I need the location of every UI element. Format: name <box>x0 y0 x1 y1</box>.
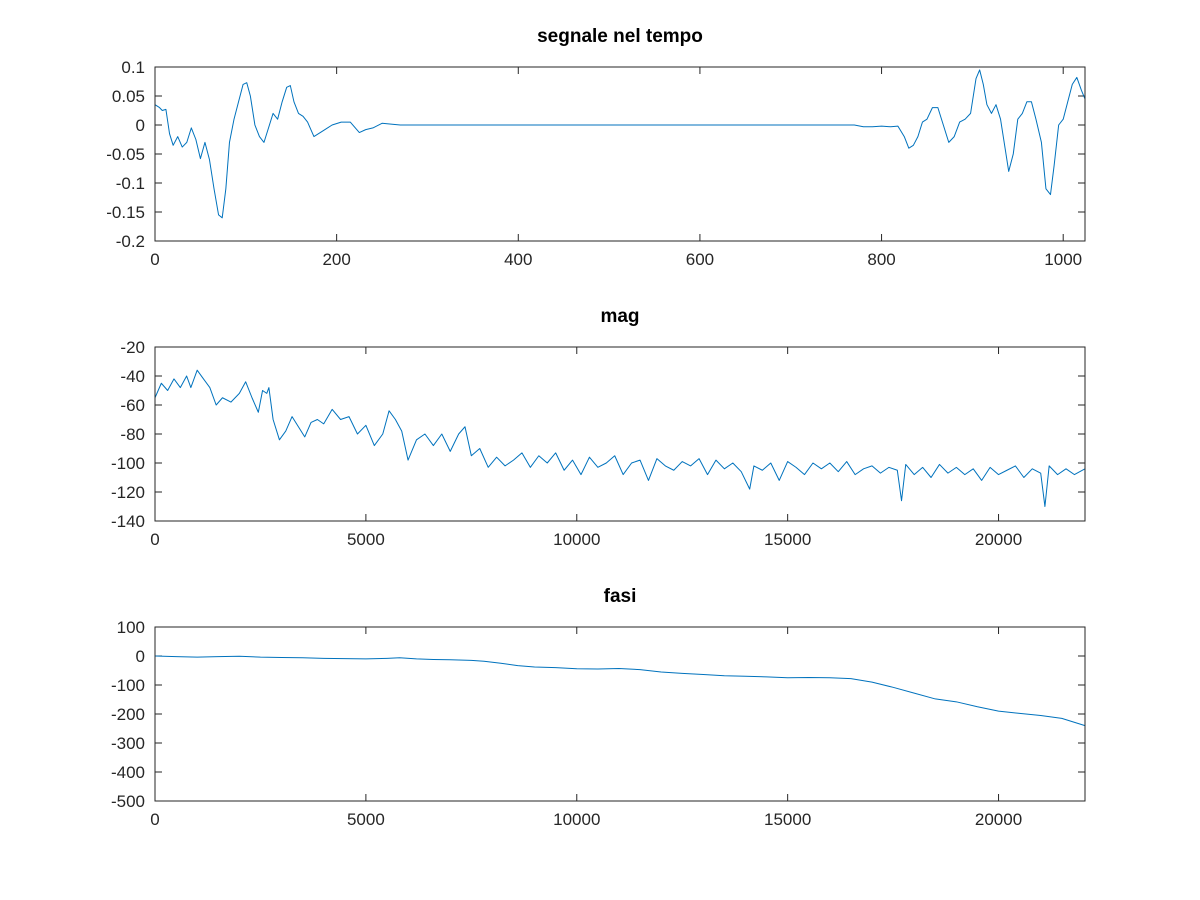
x-tick-label: 1000 <box>1044 250 1082 269</box>
series-line-1 <box>154 369 1086 507</box>
y-tick-label: 0.1 <box>121 58 145 77</box>
axes-frame <box>154 346 1086 522</box>
y-tick-label: -400 <box>111 763 145 782</box>
x-tick-label: 400 <box>504 250 532 269</box>
axes-box <box>154 346 1086 522</box>
y-tick-label: -0.1 <box>116 174 145 193</box>
axes-box <box>154 66 1086 242</box>
series-line-1 <box>154 655 1086 727</box>
y-tick-label: -100 <box>111 454 145 473</box>
y-tick-label: -100 <box>111 676 145 695</box>
y-tick-label: 0 <box>136 647 145 666</box>
x-tick-label: 600 <box>686 250 714 269</box>
subplot-title: fasi <box>604 586 637 607</box>
x-tick-label: 0 <box>150 530 159 549</box>
y-tick-label: 100 <box>117 618 145 637</box>
x-tick-label: 10000 <box>553 530 600 549</box>
subplot-title: mag <box>600 306 639 327</box>
x-tick-label: 10000 <box>553 810 600 829</box>
y-tick-label: -20 <box>120 338 145 357</box>
subplot-phase: fasi 0 5000 10000 15000 20000 100 0 -100 -200 -30… <box>111 586 1086 829</box>
subplot-time-signal: segnale nel tempo 0 200 400 600 800 1000 0.1 0.… <box>106 26 1086 269</box>
y-tick-label: -80 <box>120 425 145 444</box>
subplot-magnitude: mag 0 5000 10000 15000 20000 -20 -40 -60 -80 -100… <box>111 306 1086 549</box>
y-tick-label: -0.2 <box>116 232 145 251</box>
axes-box <box>154 626 1086 802</box>
x-tick-label: 15000 <box>764 530 811 549</box>
y-tick-label: -120 <box>111 483 145 502</box>
x-tick-label: 20000 <box>975 530 1022 549</box>
x-tick-label: 0 <box>150 250 159 269</box>
x-tick-label: 0 <box>150 810 159 829</box>
y-tick-label: -140 <box>111 512 145 531</box>
y-tick-label: 0 <box>136 116 145 135</box>
subplot-title: segnale nel tempo <box>537 26 703 47</box>
y-tick-label: -0.15 <box>106 203 145 222</box>
y-tick-label: -0.05 <box>106 145 145 164</box>
x-tick-label: 20000 <box>975 810 1022 829</box>
y-tick-label: -40 <box>120 367 145 386</box>
y-tick-label: -60 <box>120 396 145 415</box>
x-tick-label: 5000 <box>347 810 385 829</box>
x-tick-label: 200 <box>322 250 350 269</box>
x-tick-label: 800 <box>867 250 895 269</box>
axes-frame <box>154 626 1086 802</box>
y-tick-label: -500 <box>111 792 145 811</box>
y-tick-label: 0.05 <box>112 87 145 106</box>
y-tick-label: -200 <box>111 705 145 724</box>
x-tick-label: 5000 <box>347 530 385 549</box>
y-tick-label: -300 <box>111 734 145 753</box>
x-tick-label: 15000 <box>764 810 811 829</box>
axes-frame <box>154 66 1086 242</box>
series-line-1 <box>154 69 1086 219</box>
